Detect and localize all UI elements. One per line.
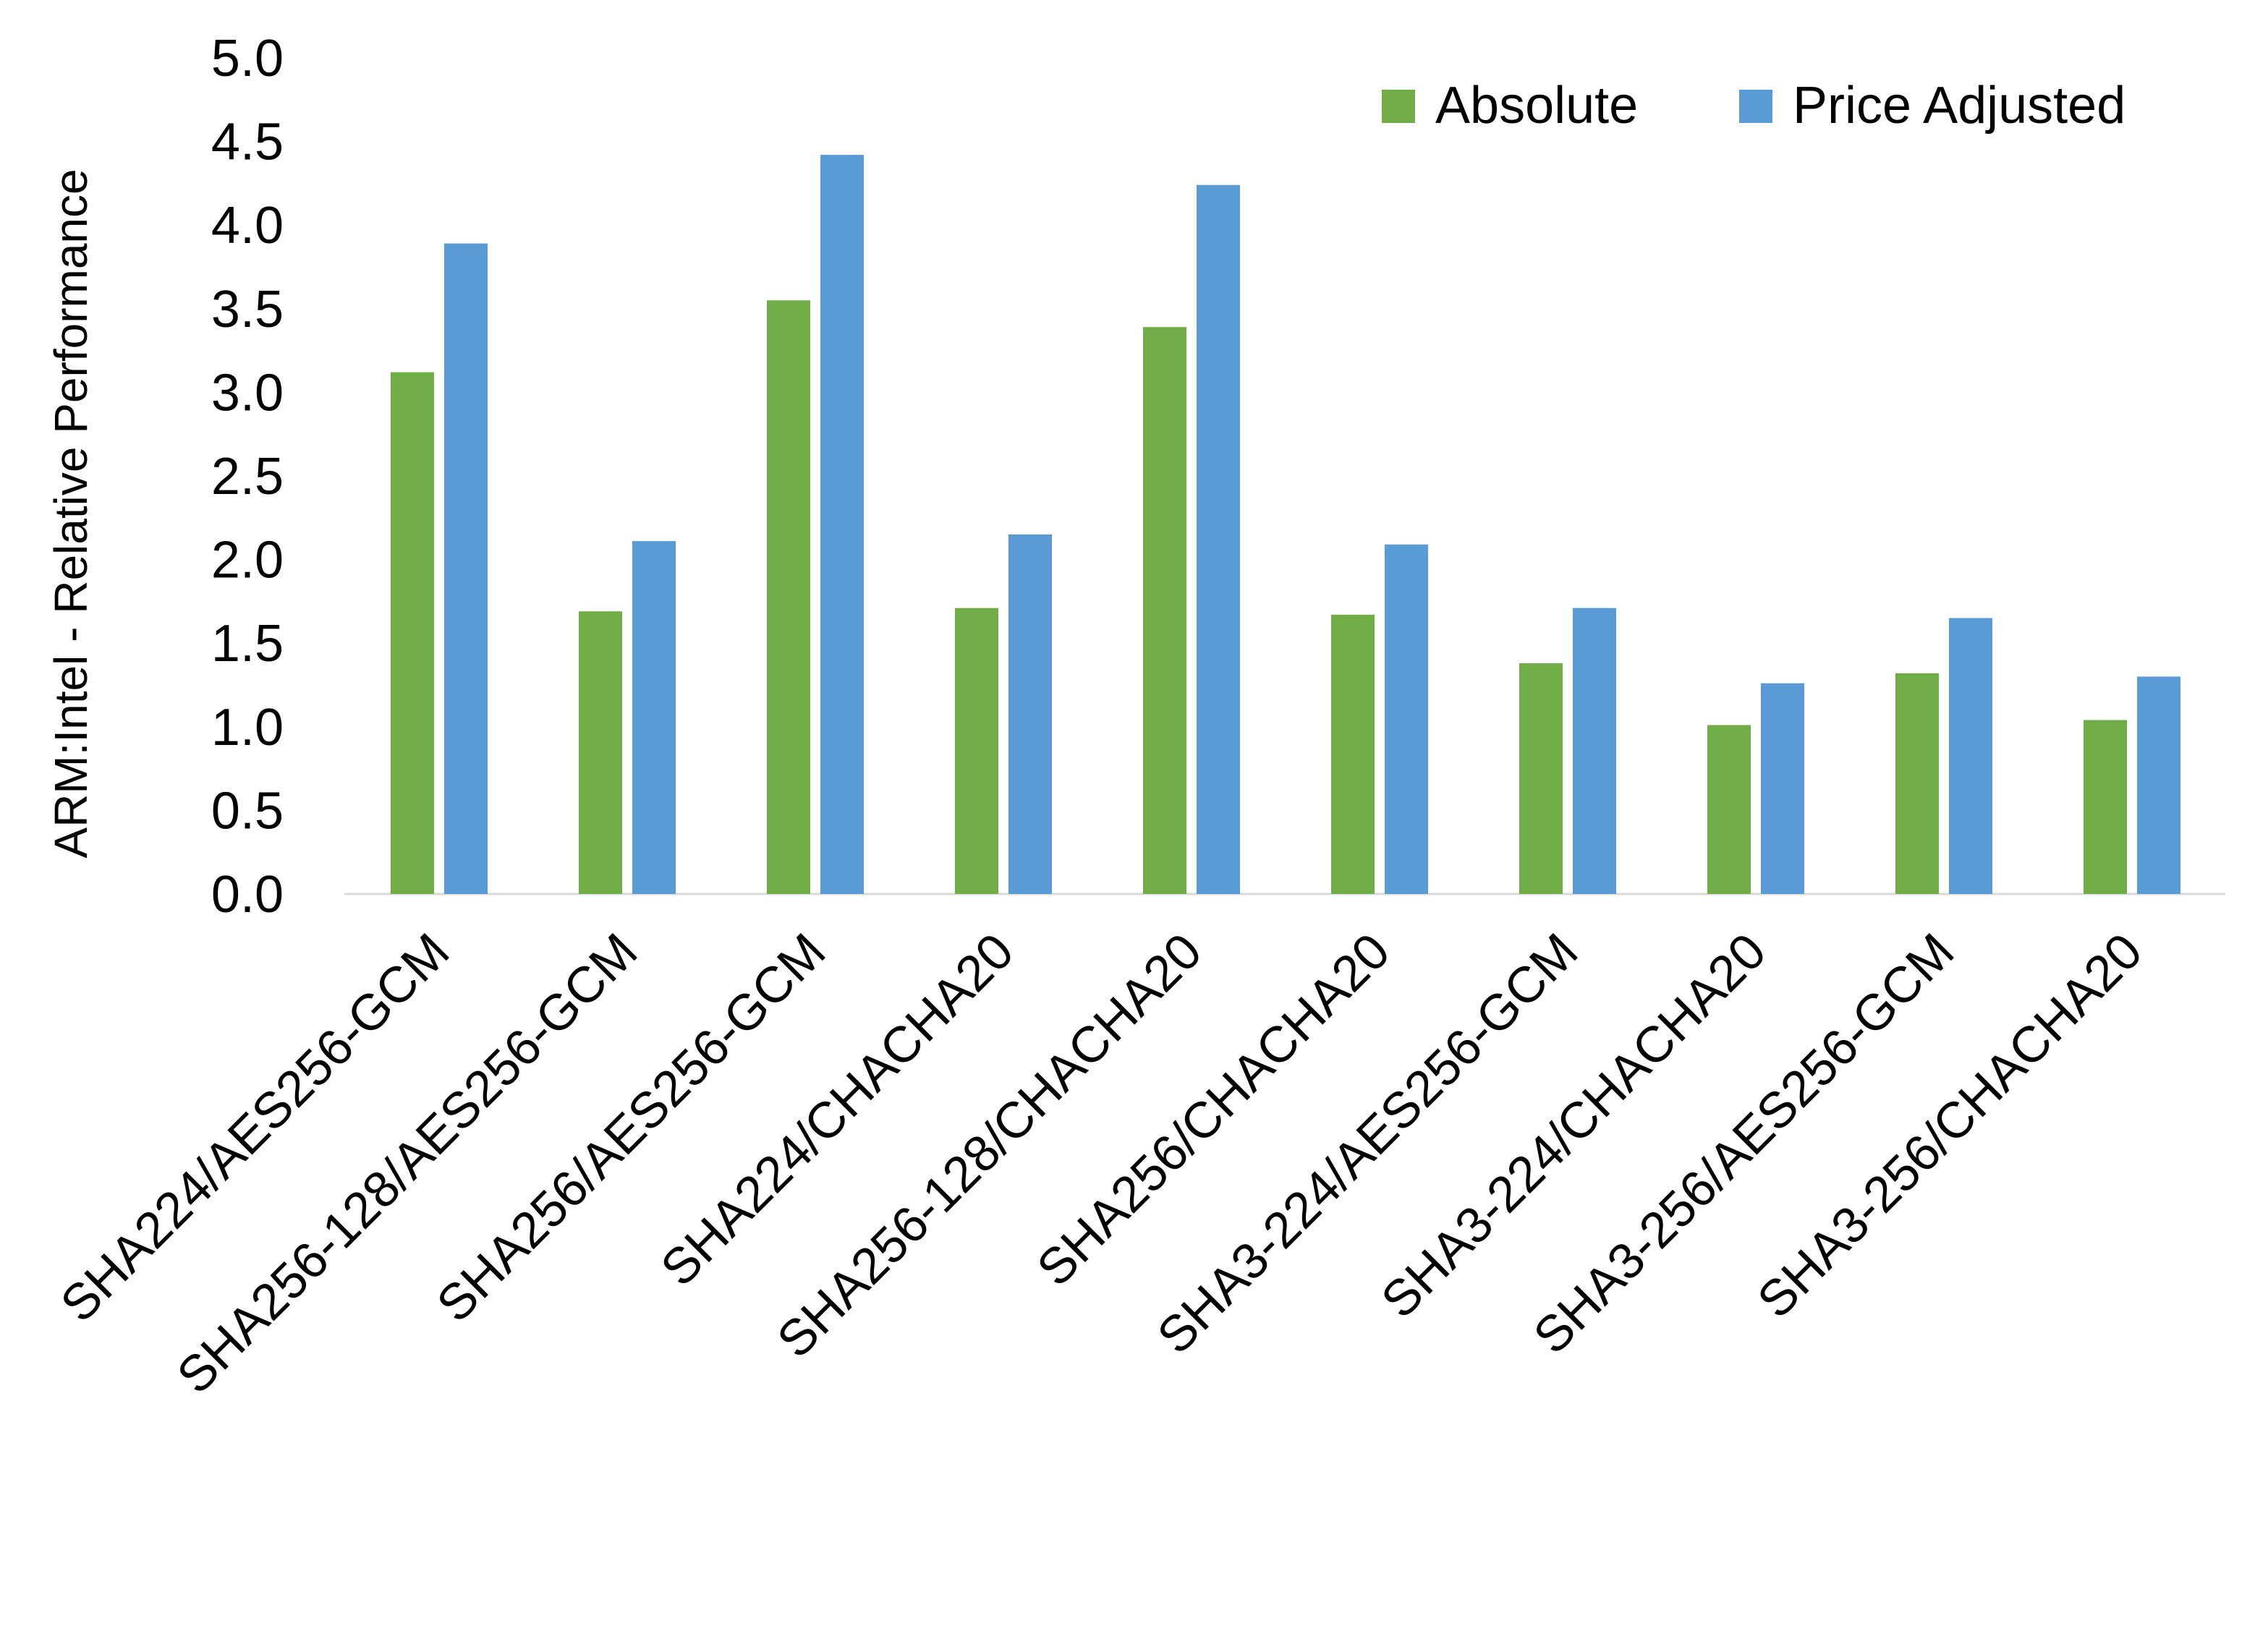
bar-price-adjusted — [2137, 676, 2180, 894]
bar-absolute — [1143, 327, 1186, 894]
y-tick-label: 2.0 — [211, 532, 284, 589]
bar-price-adjusted — [1949, 618, 1992, 894]
bar-absolute — [767, 300, 810, 894]
legend-swatch-absolute — [1382, 90, 1415, 123]
legend-swatch-price-adjusted — [1739, 90, 1772, 123]
bar-price-adjusted — [1761, 683, 1804, 894]
bar-absolute — [579, 611, 622, 894]
x-tick-label: SHA224/CHACHA20 — [650, 922, 1024, 1296]
y-tick-label: 2.5 — [211, 448, 284, 506]
bar-absolute — [1707, 725, 1751, 894]
legend-label-absolute: Absolute — [1435, 77, 1638, 135]
x-tick-label: SHA256/AES256-GCM — [426, 922, 836, 1332]
y-tick-label: 4.5 — [211, 114, 284, 171]
y-axis-label: ARM:Intel - Relative Performance — [45, 169, 97, 858]
bar-price-adjusted — [1008, 534, 1052, 894]
bar-price-adjusted — [1385, 544, 1428, 894]
legend-label-price-adjusted: Price Adjusted — [1793, 77, 2125, 135]
bar-absolute — [2084, 720, 2127, 894]
bar-price-adjusted — [1197, 184, 1240, 894]
y-tick-label: 3.0 — [211, 364, 284, 422]
x-tick-label: SHA3-224/CHACHA20 — [1370, 922, 1776, 1328]
bar-absolute — [955, 608, 998, 894]
y-tick-label: 1.0 — [211, 699, 284, 757]
bars — [391, 155, 2180, 895]
bar-price-adjusted — [1573, 608, 1616, 894]
y-tick-label: 1.5 — [211, 615, 284, 673]
y-tick-label: 0.0 — [211, 866, 284, 924]
bar-absolute — [391, 372, 434, 894]
y-tick-label: 3.5 — [211, 281, 284, 338]
x-tick-labels: SHA224/AES256-GCMSHA256-128/AES256-GCMSH… — [50, 922, 2153, 1404]
bar-price-adjusted — [632, 541, 676, 894]
y-tick-label: 0.5 — [211, 782, 284, 840]
x-tick-label: SHA256/CHACHA20 — [1026, 922, 1400, 1296]
bar-price-adjusted — [444, 243, 488, 895]
y-tick-labels: 0.0 0.5 1.0 1.5 2.0 2.5 3.0 3.5 4.0 4.5 5.0 — [211, 30, 284, 924]
y-tick-label: 5.0 — [211, 30, 284, 88]
x-tick-label: SHA224/AES256-GCM — [50, 922, 460, 1332]
bar-absolute — [1331, 614, 1375, 894]
y-tick-label: 4.0 — [211, 197, 284, 255]
bar-price-adjusted — [820, 155, 864, 894]
legend: Absolute Price Adjusted — [1382, 77, 2125, 135]
bar-absolute — [1895, 673, 1939, 894]
x-tick-label: SHA3-256/CHACHA20 — [1746, 922, 2152, 1328]
bar-absolute — [1519, 663, 1563, 894]
